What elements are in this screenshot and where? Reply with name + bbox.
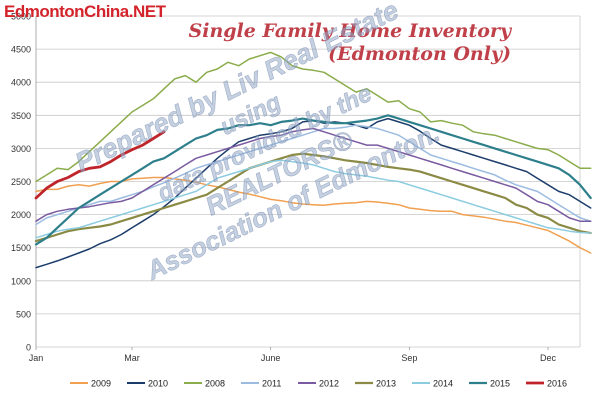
series-lines bbox=[34, 51, 592, 269]
y-axis-ticks: 0 500 1000 1500 2000 2500 3000 3500 4000 4500 5000 bbox=[11, 12, 31, 353]
series-line-2009 bbox=[35, 176, 592, 254]
chart-title: Single Family Home Inventory bbox=[188, 20, 512, 42]
legend-label-2016: 2016 bbox=[547, 379, 567, 389]
legend-label-2015: 2015 bbox=[490, 379, 510, 389]
y-tick-label: 2500 bbox=[11, 177, 31, 187]
x-tick-label: Mar bbox=[124, 353, 140, 363]
site-label: EdmontonChina.NET bbox=[4, 2, 166, 21]
y-tick-label: 500 bbox=[16, 309, 31, 319]
legend-label-2013: 2013 bbox=[376, 379, 396, 389]
legend-label-2009: 2009 bbox=[91, 379, 111, 389]
legend-label-2011: 2011 bbox=[262, 379, 281, 389]
y-tick-label: 4000 bbox=[11, 78, 31, 88]
legend-label-2012: 2012 bbox=[319, 379, 339, 389]
y-tick-label: 1000 bbox=[11, 276, 31, 286]
chart-subtitle: (Edmonton Only) bbox=[328, 43, 511, 65]
chart-title-box: Single Family Home Inventory (Edmonton O… bbox=[189, 20, 512, 66]
y-tick-label: 1500 bbox=[11, 243, 31, 253]
series-line-2016 bbox=[34, 130, 166, 200]
legend-label-2010: 2010 bbox=[148, 379, 168, 389]
series-line-2008 bbox=[35, 51, 592, 183]
series-line-2012 bbox=[35, 127, 592, 222]
y-tick-label: 0 bbox=[26, 343, 31, 353]
x-tick-label: Dec bbox=[540, 353, 557, 363]
grid-lines bbox=[35, 15, 581, 348]
legend-label-2014: 2014 bbox=[433, 379, 453, 389]
x-tick-label: June bbox=[261, 353, 281, 363]
y-tick-label: 3500 bbox=[11, 111, 31, 121]
series-line-2013 bbox=[34, 152, 592, 243]
y-tick-label: 4500 bbox=[11, 45, 31, 55]
y-tick-label: 5000 bbox=[11, 12, 31, 22]
series-line-2015 bbox=[34, 114, 592, 246]
x-axis-ticks: Jan Mar June Sep Dec bbox=[29, 347, 557, 363]
x-tick-label: Jan bbox=[29, 353, 44, 363]
legend: 2009 2010 2008 2011 2012 2013 2014 2015 2016 bbox=[70, 379, 567, 389]
y-tick-label: 3000 bbox=[11, 144, 31, 154]
series-line-2011 bbox=[35, 124, 592, 226]
series-line-2014 bbox=[35, 159, 592, 239]
legend-label-2008: 2008 bbox=[205, 379, 225, 389]
x-tick-label: Sep bbox=[401, 353, 417, 363]
y-tick-label: 2000 bbox=[11, 210, 31, 220]
